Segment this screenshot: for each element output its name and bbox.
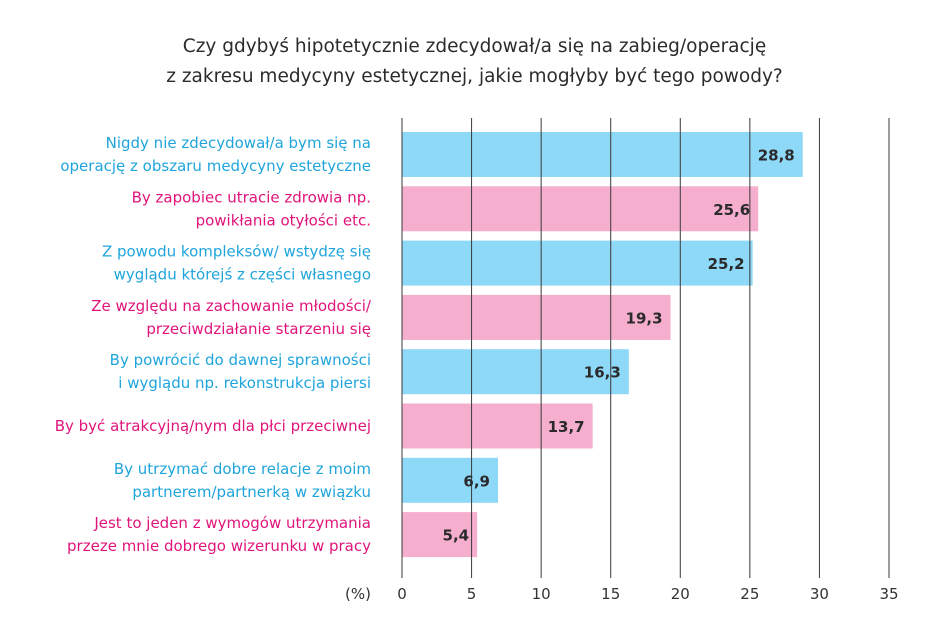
- x-tick-label: 35: [879, 585, 898, 603]
- bar: [402, 240, 753, 286]
- chart-title: Czy gdybyś hipotetycznie zdecydował/a si…: [0, 32, 949, 92]
- category-label: Jest to jeden z wymogów utrzymania: [93, 514, 371, 532]
- category-label: powikłania otyłości etc.: [196, 211, 371, 229]
- x-tick-label: 10: [532, 585, 551, 603]
- category-label: przeze mnie dobrego wizerunku w pracy: [67, 537, 371, 555]
- chart-title-line-2: z zakresu medycyny estetycznej, jakie mo…: [166, 66, 783, 87]
- x-tick-label: 0: [397, 585, 407, 603]
- bar: [402, 403, 593, 449]
- category-label: By utrzymać dobre relacje z moim: [114, 460, 371, 478]
- x-tick-label: 5: [467, 585, 477, 603]
- value-label: 25,2: [708, 255, 745, 273]
- category-label: partnerem/partnerką w związku: [132, 483, 371, 501]
- bar: [402, 457, 499, 503]
- x-tick-label: 15: [601, 585, 620, 603]
- x-tick-label: 20: [671, 585, 690, 603]
- category-label: By powrócić do dawnej sprawności: [110, 351, 371, 369]
- category-label: Nigdy nie zdecydował/a bym się na: [106, 134, 371, 152]
- category-label: operację z obszaru medycyny estetyczne: [60, 157, 371, 175]
- value-label: 25,6: [713, 201, 750, 219]
- value-label: 13,7: [548, 418, 585, 436]
- category-label: By być atrakcyjną/nym dla płci przeciwne…: [55, 417, 371, 435]
- unit-label: (%): [345, 585, 371, 603]
- category-label: przeciwdziałanie starzeniu się: [146, 320, 371, 338]
- bar: [402, 349, 629, 395]
- category-label: i wyglądu np. rekonstrukcja piersi: [118, 374, 371, 392]
- bar: [402, 186, 759, 232]
- value-label: 6,9: [463, 472, 490, 490]
- chart-title-line-1: Czy gdybyś hipotetycznie zdecydował/a si…: [182, 36, 767, 57]
- category-label: By zapobiec utracie zdrowia np.: [132, 188, 371, 206]
- value-label: 28,8: [758, 147, 795, 165]
- category-label: wyglądu którejś z części własnego: [114, 266, 371, 284]
- bar: [402, 132, 803, 177]
- value-label: 16,3: [584, 364, 621, 382]
- x-tick-label: 25: [740, 585, 759, 603]
- value-label: 19,3: [626, 309, 663, 327]
- bar: [402, 294, 671, 340]
- category-label: Z powodu kompleksów/ wstydzę się: [102, 243, 371, 261]
- bar: [402, 512, 478, 558]
- value-label: 5,4: [443, 527, 470, 545]
- x-tick-label: 30: [810, 585, 829, 603]
- category-label: Ze względu na zachowanie młodości/: [91, 297, 372, 315]
